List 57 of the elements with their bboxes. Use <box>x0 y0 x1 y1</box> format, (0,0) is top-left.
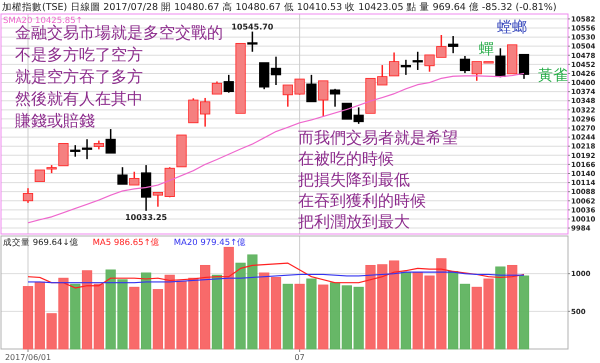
chart-title: 加權指數(TSE) 日線圖 2017/07/28 開 10480.67 高 10480.67 低 10410.53 收 10423.05 點 量 969.64 億 -85.32 (-0.81%) <box>2 1 557 13</box>
x-tick-label: 07 <box>294 353 305 362</box>
bar <box>518 276 530 350</box>
bar <box>224 246 234 350</box>
text: SMA20 10425.85↑ <box>3 16 83 26</box>
annotation: 把損失降到最低 <box>298 170 410 189</box>
bar <box>306 278 317 350</box>
candlestick <box>448 35 458 54</box>
annotation: 10033.25 <box>125 212 168 222</box>
candlestick <box>460 55 470 74</box>
candlestick <box>518 54 530 80</box>
bar <box>140 272 152 350</box>
line-series <box>27 262 525 289</box>
candlestick <box>129 170 140 186</box>
candlestick <box>117 166 128 186</box>
bar <box>318 284 328 350</box>
candlestick <box>306 74 317 103</box>
annotation: 蟬 <box>479 40 494 58</box>
text: MA5 986.65↑億 <box>92 237 160 248</box>
annotation: 不是多方吃了空方 <box>15 45 143 64</box>
annotation: 在被吃的時候 <box>298 149 394 168</box>
annotation: 賺錢或賠錢 <box>15 111 95 130</box>
text: 黃雀 <box>538 66 568 84</box>
candlestick <box>318 80 328 118</box>
bar <box>294 284 305 350</box>
bar <box>70 284 80 350</box>
bar <box>58 278 69 350</box>
annotation: 10545.70 <box>231 22 274 32</box>
line-series <box>27 272 525 284</box>
annotation: 而我們交易者就是希望 <box>298 128 458 147</box>
candlestick <box>400 59 412 76</box>
candlestick <box>224 74 234 94</box>
annotation: 然後就有人在其中 <box>15 89 143 108</box>
candlestick <box>412 51 423 71</box>
bar <box>507 264 518 350</box>
candlestick <box>58 143 69 166</box>
candlestick <box>106 128 116 154</box>
bar <box>212 274 222 350</box>
candlestick <box>22 187 34 204</box>
x-tick-label: 2017/06/01 <box>4 353 52 362</box>
candlestick <box>212 80 222 95</box>
annotation: 金融交易市場就是多空交戰的 <box>15 23 223 42</box>
annotation: 把利潤放到最大 <box>298 212 410 231</box>
annotation: 就是空方吞了多方 <box>15 67 143 86</box>
bar <box>235 262 246 350</box>
bar <box>129 286 140 350</box>
candlestick <box>330 88 340 108</box>
text: 成交量 969.64↓億 <box>3 237 79 248</box>
bar <box>282 284 293 350</box>
bar <box>400 272 412 350</box>
bar <box>247 254 258 350</box>
annotation: 螳螂 <box>497 18 527 36</box>
candlestick <box>495 48 506 78</box>
annotation: 在吞到獲利的時候 <box>298 191 426 210</box>
bar <box>495 266 506 350</box>
text: MA20 979.45↑億 <box>174 237 246 248</box>
candlestick <box>34 170 45 182</box>
